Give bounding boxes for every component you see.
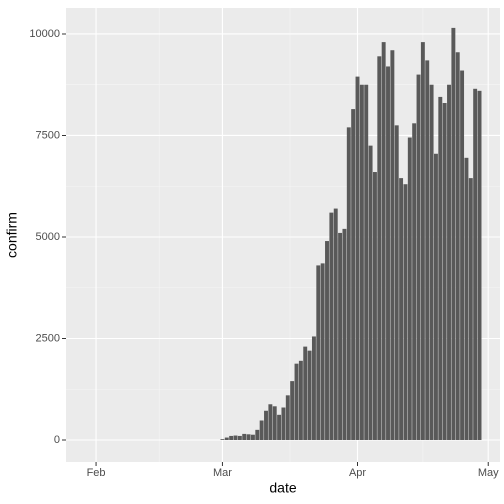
bar [316, 265, 321, 440]
x-tick-label: Feb [87, 467, 106, 479]
bar [229, 435, 234, 440]
bar [399, 178, 404, 440]
bar [407, 137, 412, 440]
y-tick-label: 5000 [36, 231, 60, 243]
x-tick-label: Mar [213, 467, 232, 479]
bar [303, 346, 308, 440]
bar [468, 178, 473, 440]
bar [425, 60, 430, 440]
bar [429, 84, 434, 440]
bar [285, 395, 290, 440]
y-tick-label: 7500 [36, 129, 60, 141]
bar [447, 84, 451, 440]
bar [355, 76, 360, 440]
bar [394, 125, 399, 440]
y-tick-label: 10000 [29, 28, 60, 40]
bar [351, 109, 356, 440]
bar [298, 360, 303, 440]
bar [338, 232, 343, 440]
x-tick-label: May [478, 467, 499, 479]
x-tick-label: Apr [349, 467, 366, 479]
bar [290, 381, 295, 440]
bar [325, 241, 329, 440]
bar [220, 439, 225, 440]
bar [451, 27, 456, 440]
bar [416, 74, 421, 440]
bar [224, 437, 229, 440]
bar [242, 433, 247, 440]
bar [368, 145, 373, 440]
bar [246, 434, 251, 440]
y-tick-label: 0 [54, 434, 60, 446]
bar [364, 84, 369, 440]
bar [460, 70, 465, 440]
bar [294, 363, 299, 440]
bar [377, 56, 382, 440]
bar [403, 184, 408, 440]
bar [386, 66, 390, 440]
bar [342, 228, 347, 440]
bar [381, 42, 386, 440]
bar [264, 410, 268, 440]
bar [233, 435, 238, 440]
bar [473, 88, 478, 440]
bar [420, 42, 425, 440]
bar [311, 336, 316, 440]
bar [346, 127, 351, 440]
bar [272, 406, 277, 440]
bar [250, 434, 255, 440]
bar [268, 404, 273, 440]
bar [433, 153, 438, 440]
bar [442, 103, 447, 440]
bar [455, 52, 460, 440]
bar [359, 84, 364, 440]
bar [281, 407, 286, 440]
bar [329, 212, 334, 440]
bar [477, 90, 482, 440]
bar [412, 123, 417, 440]
bar [464, 157, 469, 440]
bar [255, 429, 260, 440]
bar [372, 172, 377, 440]
y-axis-title: confirm [4, 212, 20, 258]
x-axis-title: date [269, 480, 296, 496]
bar [277, 414, 282, 440]
bar [320, 263, 325, 440]
bar [390, 50, 395, 440]
bar [259, 420, 264, 440]
bar [438, 96, 443, 440]
bar [307, 350, 312, 440]
y-tick-label: 2500 [36, 332, 60, 344]
bar [333, 208, 338, 440]
bar [237, 435, 242, 440]
